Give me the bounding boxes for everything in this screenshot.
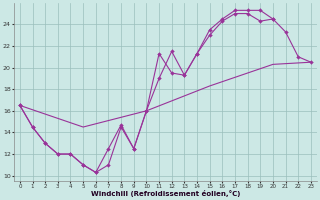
X-axis label: Windchill (Refroidissement éolien,°C): Windchill (Refroidissement éolien,°C)	[91, 190, 240, 197]
